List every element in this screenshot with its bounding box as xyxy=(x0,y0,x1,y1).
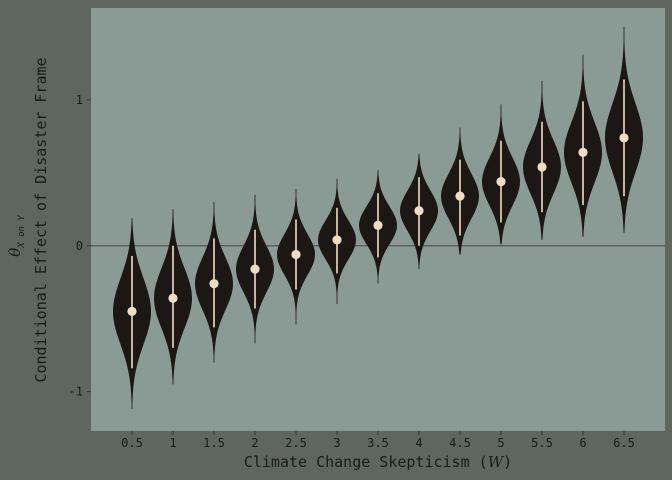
x-tick-label: 4 xyxy=(415,436,422,450)
y-axis-title: θX on Y xyxy=(6,215,27,257)
y-axis-ticks: -1 0 1 xyxy=(69,93,91,399)
violin-group xyxy=(113,26,643,410)
median-point xyxy=(414,206,424,216)
median-point xyxy=(291,249,301,260)
x-tick-label: 3 xyxy=(333,436,340,450)
median-point xyxy=(619,133,629,143)
median-point xyxy=(250,264,260,274)
x-tick-label: 2 xyxy=(251,436,258,450)
x-tick-label: 3.5 xyxy=(367,436,389,450)
y-axis-title-main: Conditional Effect of Disaster Frame xyxy=(32,57,50,382)
x-tick-label: 2.5 xyxy=(285,436,307,450)
x-tick-label: 4.5 xyxy=(449,436,471,450)
median-point xyxy=(168,293,178,303)
y-tick-label: 0 xyxy=(76,239,83,253)
median-point xyxy=(332,235,342,245)
median-point xyxy=(127,306,137,316)
median-point xyxy=(537,162,547,172)
y-tick-label: 1 xyxy=(76,93,83,107)
median-point xyxy=(578,147,588,158)
x-axis-title: Climate Change Skepticism (W) xyxy=(244,453,512,471)
x-tick-label: 5 xyxy=(497,436,504,450)
x-tick-label: 5.5 xyxy=(531,436,553,450)
y-tick-label: -1 xyxy=(69,385,83,399)
x-tick-label: 0.5 xyxy=(121,436,143,450)
median-point xyxy=(455,191,465,201)
x-axis-ticks: 0.5 1 1.5 2 2.5 3 3.5 4 4.5 5 5.5 6 6.5 xyxy=(121,431,635,450)
median-point xyxy=(496,176,506,187)
median-point xyxy=(209,279,219,289)
x-tick-label: 6 xyxy=(579,436,586,450)
median-point xyxy=(373,220,383,230)
x-tick-label: 1 xyxy=(169,436,176,450)
x-tick-label: 1.5 xyxy=(203,436,225,450)
x-tick-label: 6.5 xyxy=(613,436,635,450)
